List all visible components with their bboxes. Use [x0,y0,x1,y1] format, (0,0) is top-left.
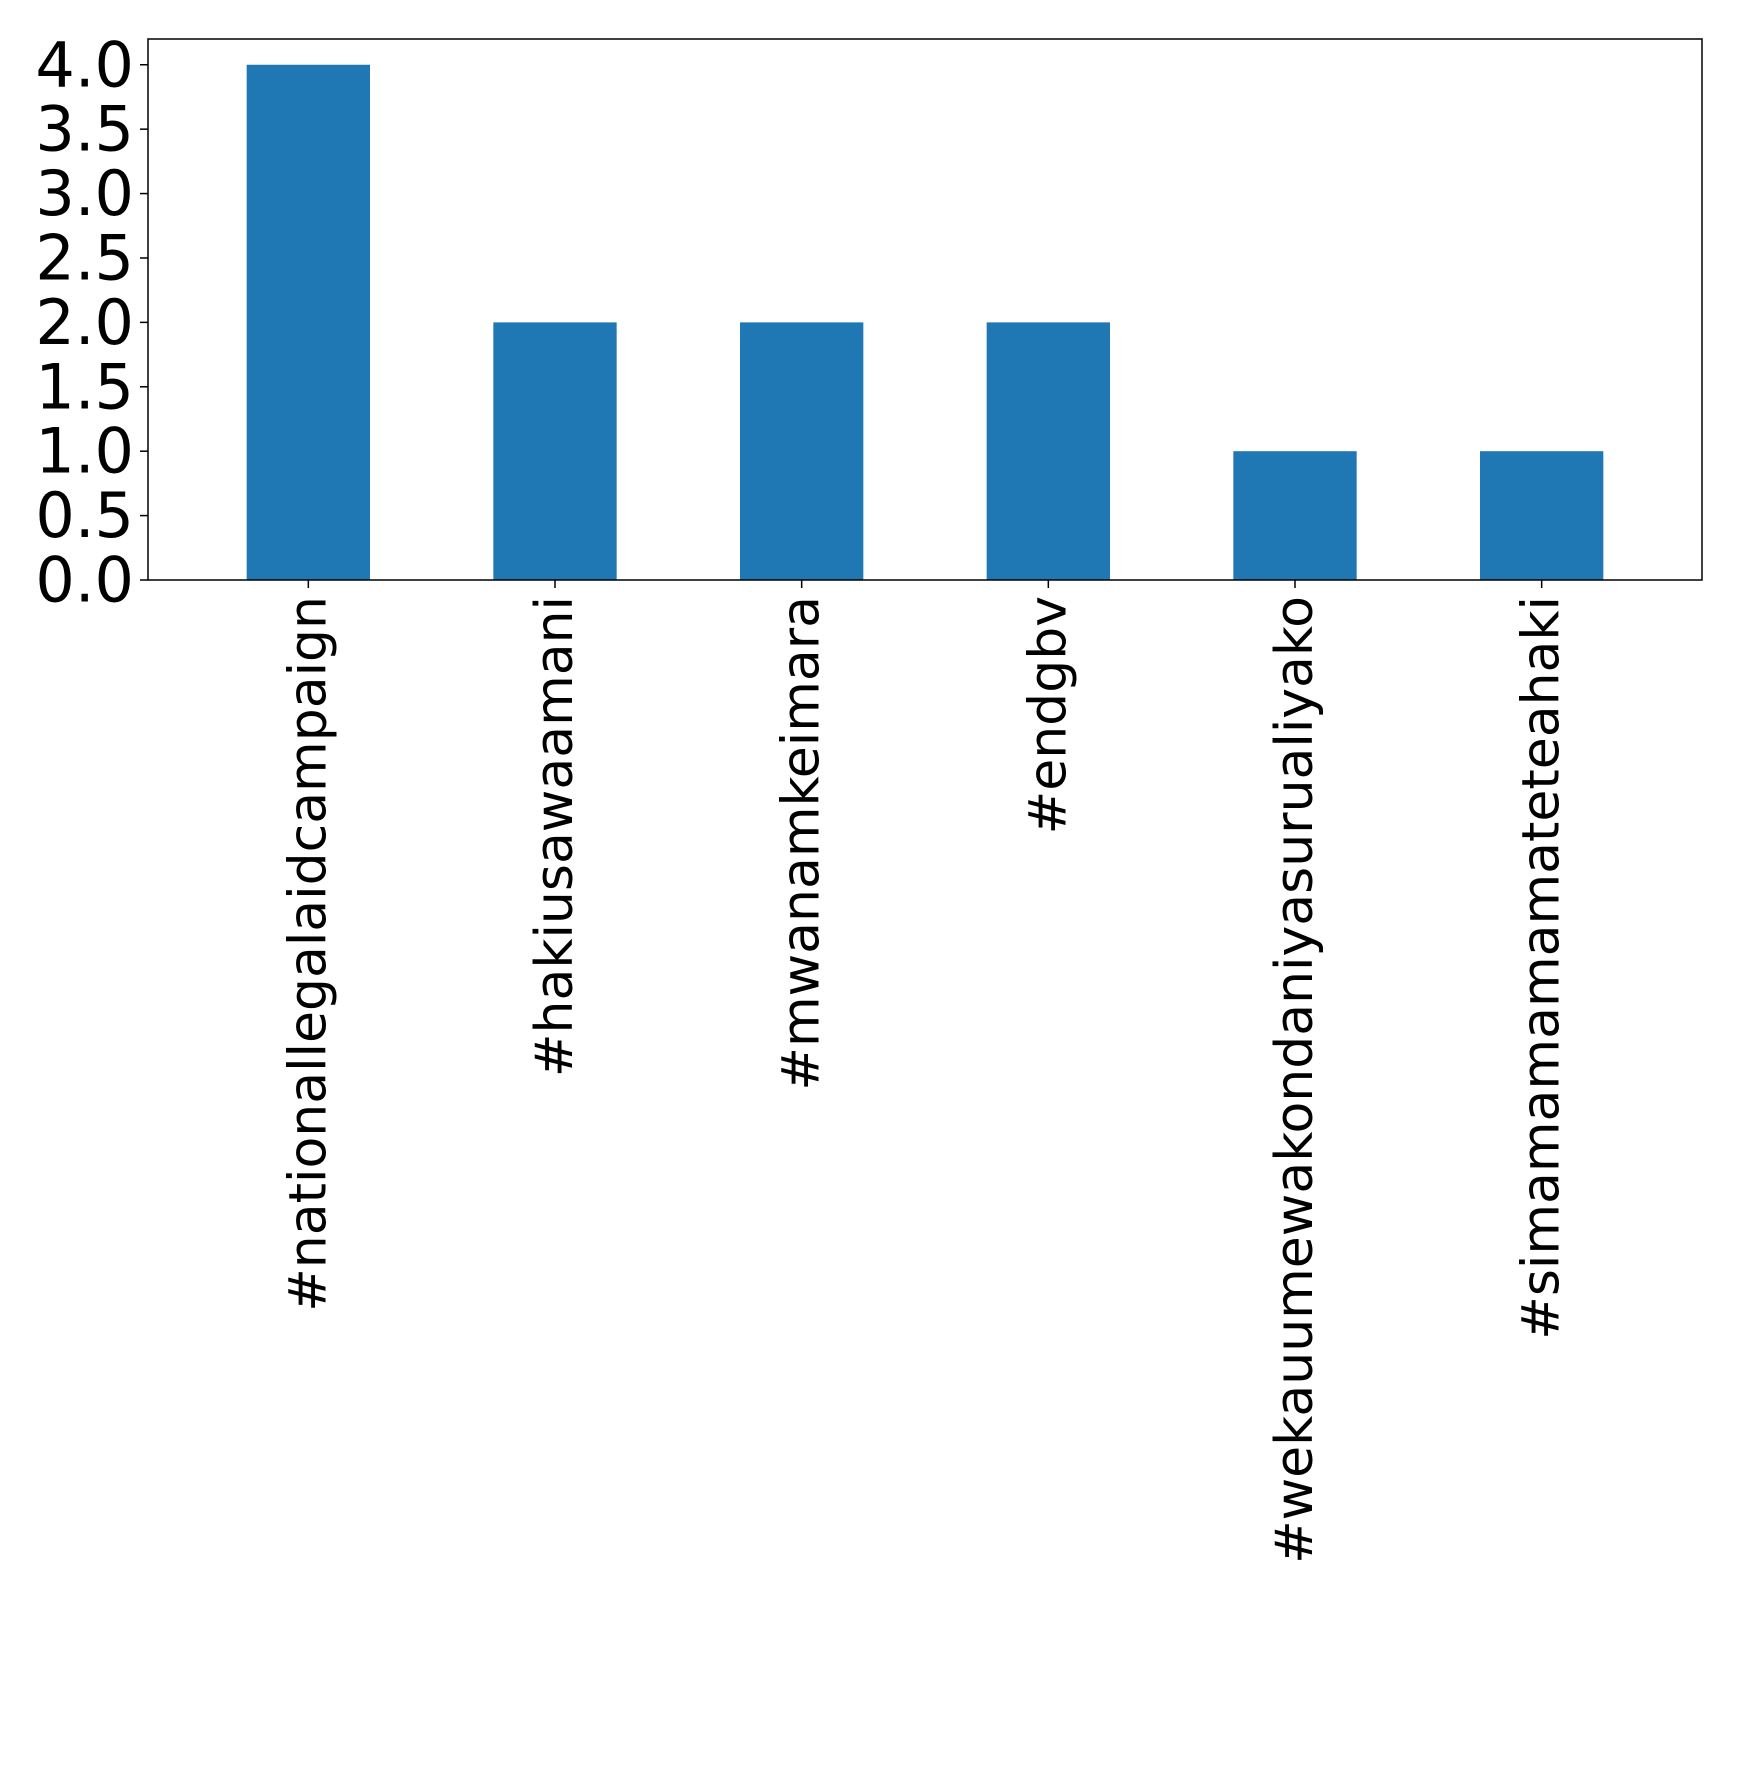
y-tick-label: 2.5 [35,221,134,294]
y-tick-label: 1.0 [35,415,134,488]
x-tick-label: #nationallegalaidcampaign [278,596,338,1312]
bar-1 [246,64,370,580]
bar-3 [740,322,864,580]
bar-4 [986,322,1110,580]
y-tick-label: 1.5 [35,350,134,423]
bars-layer [246,64,1604,580]
x-tick-label: #mwanamkeimara [772,596,832,1091]
x-tick-label: #wekauumewakondaniyasurualiyako [1265,596,1325,1564]
bar-2 [493,322,617,580]
bar-5 [1233,451,1357,580]
y-tick-label: 3.0 [35,157,134,230]
x-axis: #nationallegalaidcampaign #hakiusawaamani… [278,580,1572,1564]
x-tick-label: #hakiusawaamani [525,596,585,1077]
y-tick-label: 0.5 [35,479,134,552]
y-axis: 0.00.51.01.52.02.53.03.54.0 [35,28,148,617]
x-tick-label: #endgbv [1018,596,1078,834]
x-tick-label: #simamamamamateteahaki [1512,596,1572,1340]
plot-frame [147,38,1703,581]
bar-6 [1480,451,1604,580]
y-tick-label: 4.0 [35,28,134,101]
y-tick-label: 2.0 [35,286,134,359]
y-tick-label: 0.0 [35,544,134,617]
y-tick-label: 3.5 [35,93,134,166]
